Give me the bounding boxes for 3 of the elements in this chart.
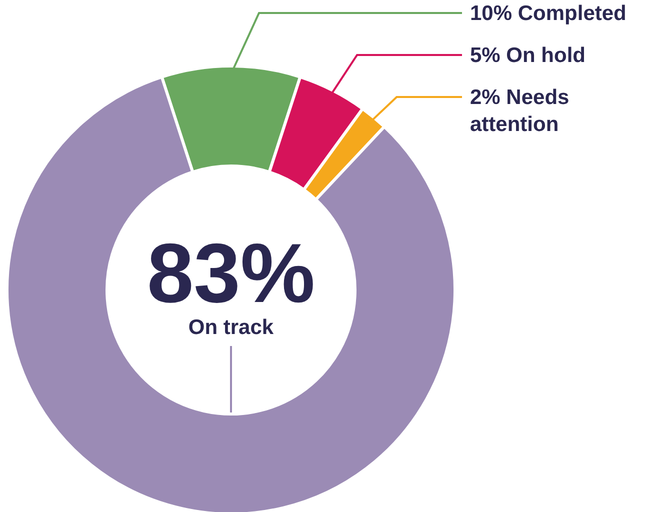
slice-label: 10% Completed — [470, 2, 626, 25]
slice-label: 2% Needs attention — [470, 86, 570, 136]
slice-label: 5% On hold — [470, 44, 586, 67]
